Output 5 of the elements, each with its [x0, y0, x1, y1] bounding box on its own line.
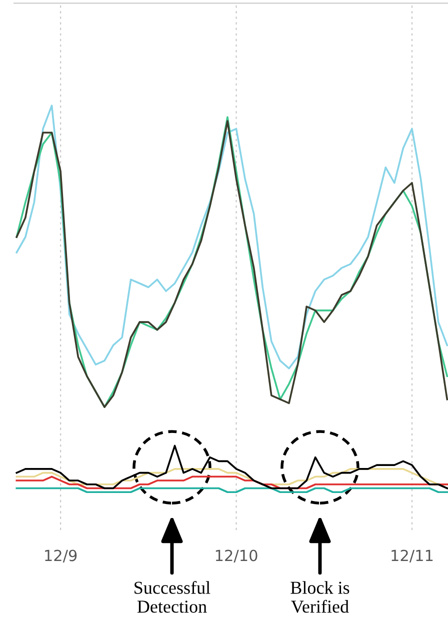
text: Successful Detection [134, 580, 210, 613]
x-tick-label: 12/10 [216, 550, 258, 562]
x-tick-label: 12/11 [392, 550, 433, 562]
x-tick-label: 12/9 [45, 550, 77, 562]
text: Block is Verified [290, 581, 350, 613]
